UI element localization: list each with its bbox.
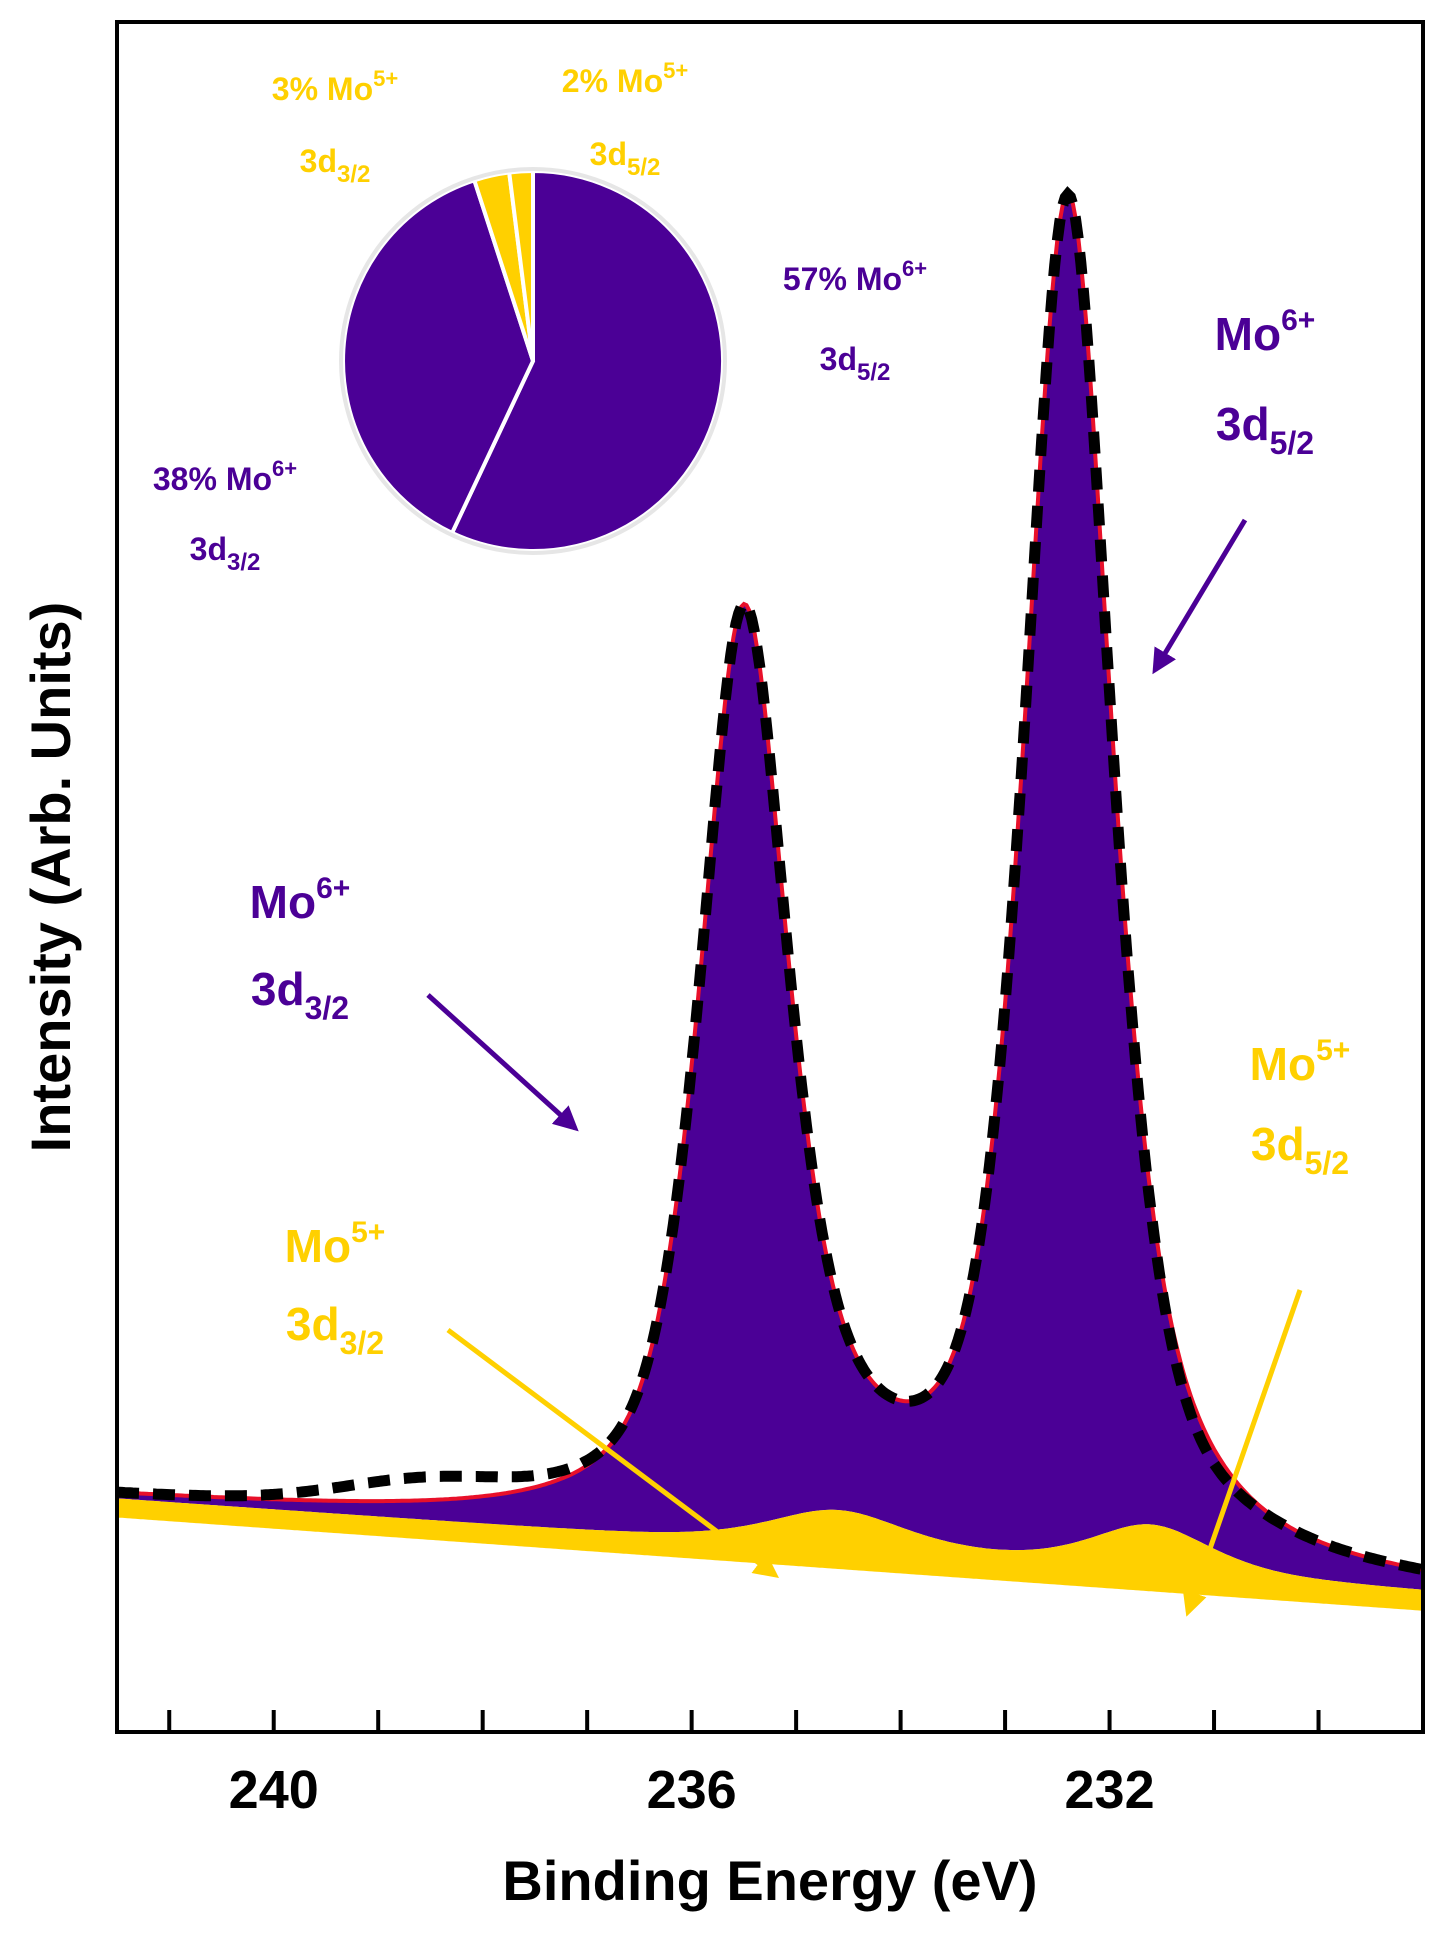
peak-label-orbital: 3d3/2 <box>251 963 349 1026</box>
pie-label-percent: 38% Mo6+ <box>153 456 297 497</box>
x-tick-label: 240 <box>229 1760 319 1820</box>
pie-label-percent: 3% Mo5+ <box>272 66 398 107</box>
y-axis-title: Intensity (Arb. Units) <box>19 602 82 1153</box>
annotation-arrows <box>426 518 1303 1617</box>
arrow-mo6-5-2 <box>1152 518 1248 675</box>
peak-label-state: Mo5+ <box>285 1216 386 1272</box>
pie-label-orbital: 3d3/2 <box>190 531 261 576</box>
x-axis-ticks: 240 236 232 <box>167 1710 1425 1820</box>
composition-pie <box>339 167 727 555</box>
pie-label-percent: 2% Mo5+ <box>562 58 688 99</box>
x-tick-label: 236 <box>647 1760 737 1820</box>
pie-border <box>339 167 727 555</box>
peak-label-state: Mo6+ <box>250 872 351 928</box>
plot-frame <box>115 20 1425 1734</box>
pie-slice <box>341 177 536 536</box>
peak-label-orbital: 3d5/2 <box>1251 1118 1349 1181</box>
peak-label-orbital: 3d5/2 <box>1216 398 1314 461</box>
pie-label-orbital: 3d5/2 <box>590 136 661 181</box>
peak-label-orbital: 3d3/2 <box>286 1298 384 1361</box>
peak-label-state: Mo5+ <box>1250 1034 1351 1090</box>
arrow-mo5-5-2 <box>1182 1289 1303 1617</box>
measured-data-line <box>117 186 1423 1576</box>
pie-label-percent: 57% Mo6+ <box>783 256 927 297</box>
x-axis-title: Binding Energy (eV) <box>502 1849 1037 1912</box>
arrow-mo6-3-2 <box>426 993 579 1132</box>
peak-label-state: Mo6+ <box>1215 304 1316 360</box>
pie-labels: 57% Mo6+ 3d5/2 38% Mo6+ 3d3/2 3% Mo5+ 3d3/2 2%… <box>153 58 927 576</box>
arrow-mo5-3-2 <box>446 1327 780 1578</box>
peak-annotations: Mo6+ 3d5/2 Mo6+ 3d3/2 Mo5+ 3d5/2 Mo5+ 3d3/2 <box>250 304 1351 1361</box>
pie-label-orbital: 3d3/2 <box>300 143 371 188</box>
pie-label-orbital: 3d5/2 <box>820 341 891 386</box>
x-tick-label: 232 <box>1065 1760 1155 1820</box>
